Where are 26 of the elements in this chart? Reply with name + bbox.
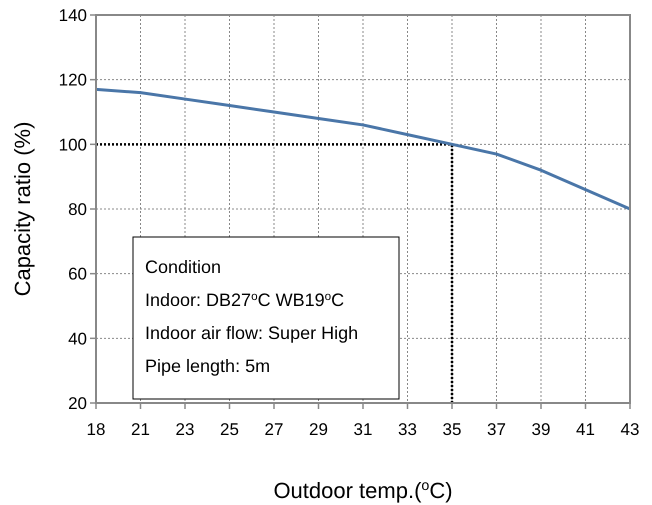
y-axis-title: Capacity ratio (%) (10, 122, 35, 296)
annotation: Indoor: DB27$^{o}$C WB19$^{o}$C (145, 290, 344, 310)
x-tick-label: 43 (620, 420, 640, 439)
annotation: Condition (145, 257, 222, 277)
y-tick-label: 100 (58, 135, 87, 154)
x-tick-label: 21 (131, 420, 150, 439)
x-tick-label: 25 (220, 420, 239, 439)
y-tick-label: 140 (58, 6, 87, 25)
x-tick-label: 35 (442, 420, 462, 439)
x-tick-label: 31 (354, 420, 372, 439)
y-tick-label: 20 (68, 394, 87, 413)
x-axis-title: Outdoor temp.($^{o}$C) (273, 478, 453, 503)
x-tick-label: 23 (176, 420, 194, 439)
x-tick-label: 41 (576, 420, 595, 439)
annotation: Indoor air flow: Super High (145, 323, 358, 343)
y-tick-label: 120 (58, 70, 87, 90)
y-tick-label: 80 (68, 200, 87, 219)
x-tick-label: 29 (309, 420, 328, 439)
x-tick-label: 39 (532, 420, 550, 439)
x-tick-label: 18 (86, 420, 106, 439)
annotation: Pipe length: 5m (145, 356, 270, 376)
y-tick-label: 60 (68, 264, 87, 284)
y-tick-label: 40 (68, 329, 87, 348)
x-tick-label: 27 (264, 420, 284, 439)
x-tick-label: 37 (487, 420, 506, 439)
x-tick-label: 33 (398, 420, 417, 439)
